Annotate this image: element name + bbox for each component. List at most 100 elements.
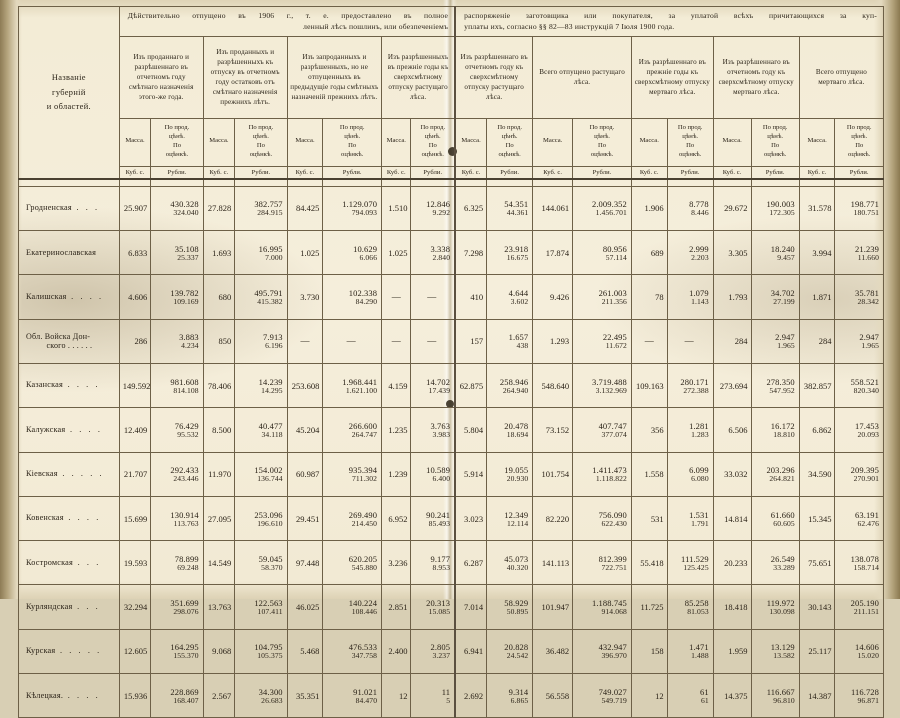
spacer-cell	[798, 179, 836, 187]
cell-mass-8-2: 97.448	[286, 540, 324, 586]
cell-price-valuation: 33.289	[773, 562, 795, 572]
banner-row: Названіе губерній и областей. Дѣйствител…	[18, 6, 885, 180]
cell-mass-3-3: —	[381, 318, 412, 364]
cell-price-1-8: 21.239 11.660	[834, 230, 884, 276]
cell-price-valuation: 34.118	[261, 429, 283, 439]
table-row: Калужская . . . . 12.409 76.429 95.532 8.500…	[18, 407, 884, 453]
cell-price-valuation: 211.151	[853, 607, 879, 617]
table-row: Екатеринославская 6.833 35.108 25.337 1.693 1…	[18, 230, 884, 276]
cell-mass-6-5: 101.754	[532, 451, 574, 497]
cell-price-sale: 139.782	[170, 288, 199, 299]
subheader-price-1: По прод. цѣнѣ. По оцѣнкѣ.	[150, 117, 204, 167]
cell-price-11-4: 9.314 6.865	[486, 673, 534, 718]
row-label-4: Казанская . . . .	[18, 362, 120, 409]
cell-mass-2-8: 1.871	[798, 274, 836, 320]
cell-price-sale: 620.205	[348, 553, 378, 564]
cell-price-valuation: 108.446	[351, 607, 378, 617]
cell-price-sale: 8.778	[689, 199, 709, 210]
cell-mass-5-3: 1.235	[381, 407, 412, 453]
cell-mass-6-7: 33.032	[712, 451, 752, 497]
cell-price-7-0: 130.914 113.763	[150, 495, 204, 542]
spacer-cell	[666, 179, 714, 187]
cell-price-sale: 382.757	[254, 199, 283, 210]
cell-price-valuation: 1.143	[691, 297, 709, 307]
cell-mass-1-6: 689	[630, 230, 668, 276]
subheader-price-5-l1: По прод.	[497, 124, 522, 131]
cell-mass-3-7: 284	[712, 318, 752, 364]
subheader-row: Масса. По прод. цѣнѣ. По оцѣнкѣ. Масса. …	[19, 117, 884, 167]
cell-price-valuation: 396.970	[601, 651, 627, 661]
cell-price-valuation: 214.450	[351, 518, 378, 528]
cell-price-valuation: 6.196	[265, 341, 283, 351]
unit-mass-2: Куб. с.	[202, 165, 236, 181]
cell-price-sale: 21.239	[855, 243, 879, 254]
group-header-5: Изъ разрѣшеннаго въ отчетномъ году къ св…	[454, 35, 534, 119]
cell-mass-0-1: 27.828	[202, 185, 236, 232]
row-label-text: Казанская	[26, 380, 63, 390]
cell-price-valuation: 62.476	[857, 518, 879, 528]
cell-price-sale: 154.002	[254, 465, 283, 476]
subheader-mass-2: Масса.	[202, 117, 236, 167]
cell-price-valuation: 1.283	[691, 429, 709, 439]
spacer-cell	[486, 179, 534, 187]
cell-price-11-0: 228.869 168.407	[150, 673, 204, 718]
cell-price-valuation: 347.758	[351, 651, 378, 661]
subheader-mass-8: Масса.	[712, 117, 752, 167]
cell-price-2-6: 1.079 1.143	[666, 274, 714, 320]
table-row: Кѣлецкая. . . . . 15.936 228.869 168.407 2.5…	[18, 673, 884, 718]
subheader-price-8-l2: цѣнѣ.	[767, 132, 784, 140]
row-label-line2: ского . . . . . .	[46, 341, 93, 351]
cell-price-valuation: 243.446	[173, 474, 199, 484]
cell-price-sale: 2.947	[775, 332, 795, 343]
cell-price-9-2: 140.224 108.446	[322, 584, 383, 630]
cell-mass-5-6: 356	[630, 407, 668, 453]
cell-mass-2-1: 680	[202, 274, 236, 320]
cell-price-6-3: 10.589 6.400	[410, 451, 457, 497]
cell-price-11-1: 34.300 26.683	[234, 673, 288, 718]
subheader-price-9-l2: цѣнѣ.	[851, 132, 868, 140]
group-header-9: Всего отпущено мертваго лѣса.	[798, 35, 885, 119]
row-label-8: Костромская . . .	[18, 540, 120, 586]
cell-price-sale: 203.296	[766, 465, 795, 476]
cell-price-10-8: 14.606 15.020	[834, 628, 884, 675]
cell-price-valuation: 13.582	[773, 651, 795, 661]
cell-price-valuation: 44.361	[506, 208, 529, 218]
cell-mass-8-7: 20.233	[712, 540, 752, 586]
cell-price-sale: 1.129.070	[342, 199, 378, 210]
cell-price-sale: 35.108	[174, 243, 199, 254]
cell-price-9-0: 351.699 298.076	[150, 584, 204, 630]
cell-mass-2-2: 3.730	[286, 274, 324, 320]
cell-price-10-2: 476.533 347.758	[322, 628, 383, 675]
cell-mass-3-4: 157	[454, 318, 488, 364]
row-label-leader-dots: . . . . .	[57, 469, 105, 479]
unit-mass-3: Куб. с.	[286, 165, 324, 181]
cell-price-1-3: 3.338 2.840	[410, 230, 457, 276]
cell-mass-1-1: 1.693	[202, 230, 236, 276]
cell-price-valuation: 11.660	[857, 252, 879, 262]
spacer-cell	[150, 179, 204, 187]
subheader-price-9: По прод. цѣнѣ. По оцѣнкѣ.	[834, 117, 884, 167]
cell-price-valuation: 60.605	[773, 518, 795, 528]
cell-price-valuation: 61	[700, 695, 709, 705]
cell-price-sale: 407.747	[598, 420, 627, 431]
cell-price-valuation: 211.356	[601, 297, 627, 307]
cell-mass-5-5: 73.152	[532, 407, 574, 453]
cell-mass-9-2: 46.025	[286, 584, 324, 630]
cell-price-sale: 266.600	[348, 420, 378, 431]
cell-price-8-0: 78.899 69.248	[150, 540, 204, 586]
cell-price-sale: 269.490	[348, 509, 378, 520]
unit-row: Куб. с. Рубли. Куб. с. Рубли. Куб. с. Ру…	[18, 165, 884, 181]
cell-price-sale: 190.003	[766, 199, 795, 210]
cell-mass-1-7: 3.305	[712, 230, 752, 276]
cell-price-sale: 1.657	[508, 332, 529, 343]
spacer-cell	[234, 179, 288, 187]
cell-price-2-3: —	[410, 274, 457, 320]
row-label-leader-dots: . . . .	[62, 380, 101, 390]
cell-mass-2-4: 410	[454, 274, 488, 320]
cell-price-valuation: 28.342	[857, 297, 879, 307]
cell-price-sale: 16.172	[770, 420, 795, 431]
cell-price-sale: 35.781	[855, 288, 879, 299]
row-label-6: Кіевская . . . . .	[18, 451, 120, 497]
cell-mass-4-4: 62.875	[454, 362, 488, 409]
cell-price-valuation: 17.439	[428, 385, 451, 395]
